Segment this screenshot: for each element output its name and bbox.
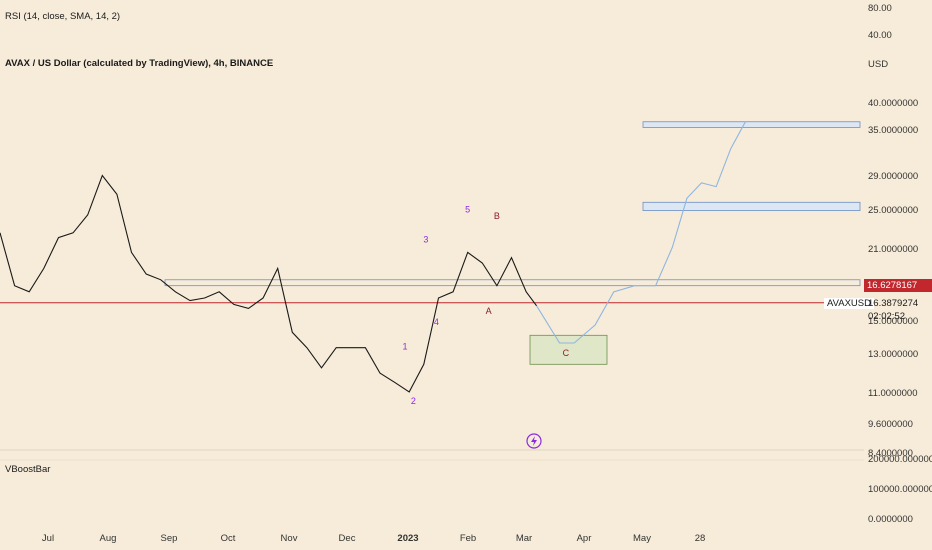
wave-label-4: 4 <box>434 317 439 327</box>
zone-target <box>529 334 608 365</box>
y-tick-label: 29.0000000 <box>868 171 918 182</box>
wave-label-b: B <box>494 211 500 221</box>
y-tick-label: 11.0000000 <box>868 388 918 399</box>
ticker-tag: AVAXUSD <box>824 298 874 309</box>
current-price-tag: 16.6278167 <box>864 279 932 292</box>
x-tick-label: Aug <box>100 533 117 544</box>
wave-label-1: 1 <box>403 341 408 351</box>
rsi-indicator-title: RSI (14, close, SMA, 14, 2) <box>5 11 121 22</box>
y-tick-label: 13.0000000 <box>868 349 918 360</box>
x-tick-label: 2023 <box>397 533 418 544</box>
x-tick-label: Mar <box>516 533 532 544</box>
projection-path <box>536 121 746 344</box>
x-tick-label: Apr <box>577 533 592 544</box>
y-tick-label: 8.4000000 <box>868 448 913 459</box>
y-tick-label: USD <box>868 59 888 70</box>
x-tick-label: Jul <box>42 533 54 544</box>
y-tick-label: 25.0000000 <box>868 205 918 216</box>
x-tick-label: Sep <box>161 533 178 544</box>
y-tick-label: 0.0000000 <box>868 514 913 525</box>
price-series-line <box>0 174 538 393</box>
zone-resistance <box>642 121 861 128</box>
x-tick-label: Feb <box>460 533 476 544</box>
wave-label-5: 5 <box>465 204 470 214</box>
y-tick-label: 15.0000000 <box>868 316 918 327</box>
vboostbar-indicator-title: VBoostBar <box>5 464 51 475</box>
x-tick-label: May <box>633 533 651 544</box>
y-tick-label: 9.6000000 <box>868 419 913 430</box>
y-tick-label: 35.0000000 <box>868 125 918 136</box>
wave-label-2: 2 <box>411 396 416 406</box>
wave-label-3: 3 <box>423 234 428 244</box>
secondary-price-label: 16.3879274 <box>868 298 919 309</box>
zone-resistance <box>642 201 861 211</box>
x-tick-label: Oct <box>221 533 236 544</box>
x-tick-label: Dec <box>339 533 356 544</box>
y-tick-label: 21.0000000 <box>868 244 918 255</box>
wave-label-a: A <box>486 306 492 316</box>
y-tick-label: 40.00 <box>868 30 892 41</box>
y-tick-label: 100000.0000000 <box>868 484 932 495</box>
wave-label-c: C <box>563 348 570 358</box>
lightning-icon[interactable] <box>526 433 542 449</box>
y-tick-label: 80.00 <box>868 3 892 14</box>
x-tick-label: 28 <box>695 533 706 544</box>
y-tick-label: 200000.0000000 <box>868 454 932 465</box>
chart-title: AVAX / US Dollar (calculated by TradingV… <box>5 58 274 69</box>
y-tick-label: 40.0000000 <box>868 98 918 109</box>
x-tick-label: Nov <box>281 533 298 544</box>
bar-countdown-label: 02:02:52 <box>868 311 905 322</box>
